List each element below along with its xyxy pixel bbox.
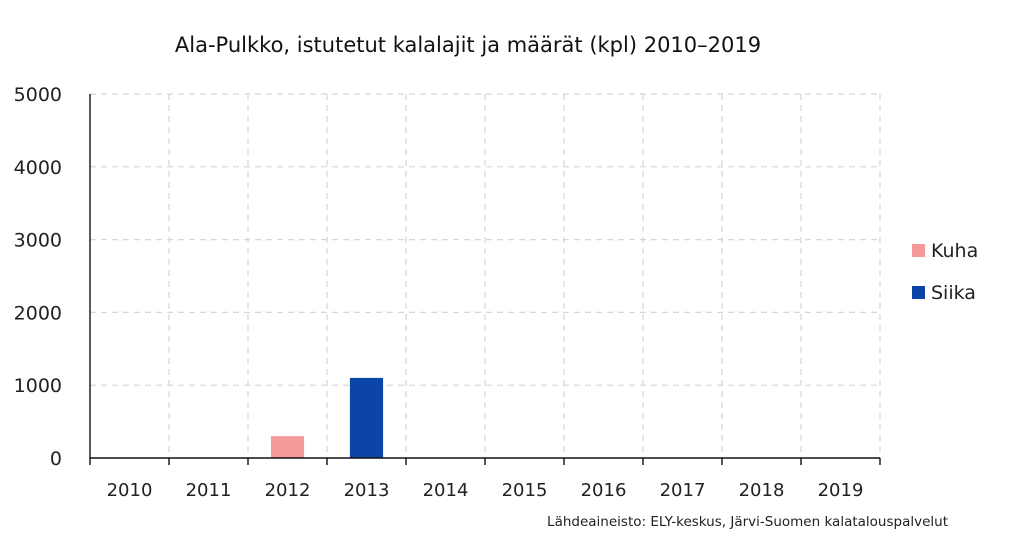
legend-swatch-siika: [912, 286, 925, 299]
bar-siika-2013: [349, 377, 384, 458]
x-category-label: 2010: [107, 480, 153, 501]
x-category-label: 2014: [423, 480, 469, 501]
legend-label-siika: Siika: [931, 282, 976, 304]
y-axis-ticks: 0 1000 2000 3000 4000 5000: [14, 84, 62, 470]
bar-kuha-2012: [270, 436, 305, 458]
bars: [270, 377, 384, 458]
x-category-label: 2016: [581, 480, 627, 501]
x-axis-categories: 2010 2011 2012 2013 2014 2015 2016 2017 2018 2019: [107, 480, 864, 501]
y-tick-label: 4000: [14, 157, 62, 179]
x-category-label: 2017: [660, 480, 706, 501]
x-category-label: 2013: [344, 480, 390, 501]
y-tick-label: 0: [50, 448, 62, 470]
x-category-label: 2018: [739, 480, 785, 501]
y-tick-label: 1000: [14, 375, 62, 397]
source-note: Lähdeaineisto: ELY-keskus, Järvi-Suomen …: [547, 514, 948, 530]
y-tick-label: 2000: [14, 302, 62, 324]
legend-label-kuha: Kuha: [931, 240, 978, 262]
grid-lines: [90, 93, 881, 458]
x-category-label: 2019: [818, 480, 864, 501]
x-category-label: 2015: [502, 480, 548, 501]
y-tick-label: 3000: [14, 230, 62, 252]
legend-swatch-kuha: [912, 244, 925, 257]
x-category-label: 2011: [186, 480, 232, 501]
legend: Kuha Siika: [912, 240, 978, 304]
axes: [89, 94, 881, 465]
y-tick-label: 5000: [14, 84, 62, 106]
x-category-label: 2012: [265, 480, 311, 501]
chart-title: Ala-Pulkko, istutetut kalalajit ja määrä…: [175, 33, 761, 57]
